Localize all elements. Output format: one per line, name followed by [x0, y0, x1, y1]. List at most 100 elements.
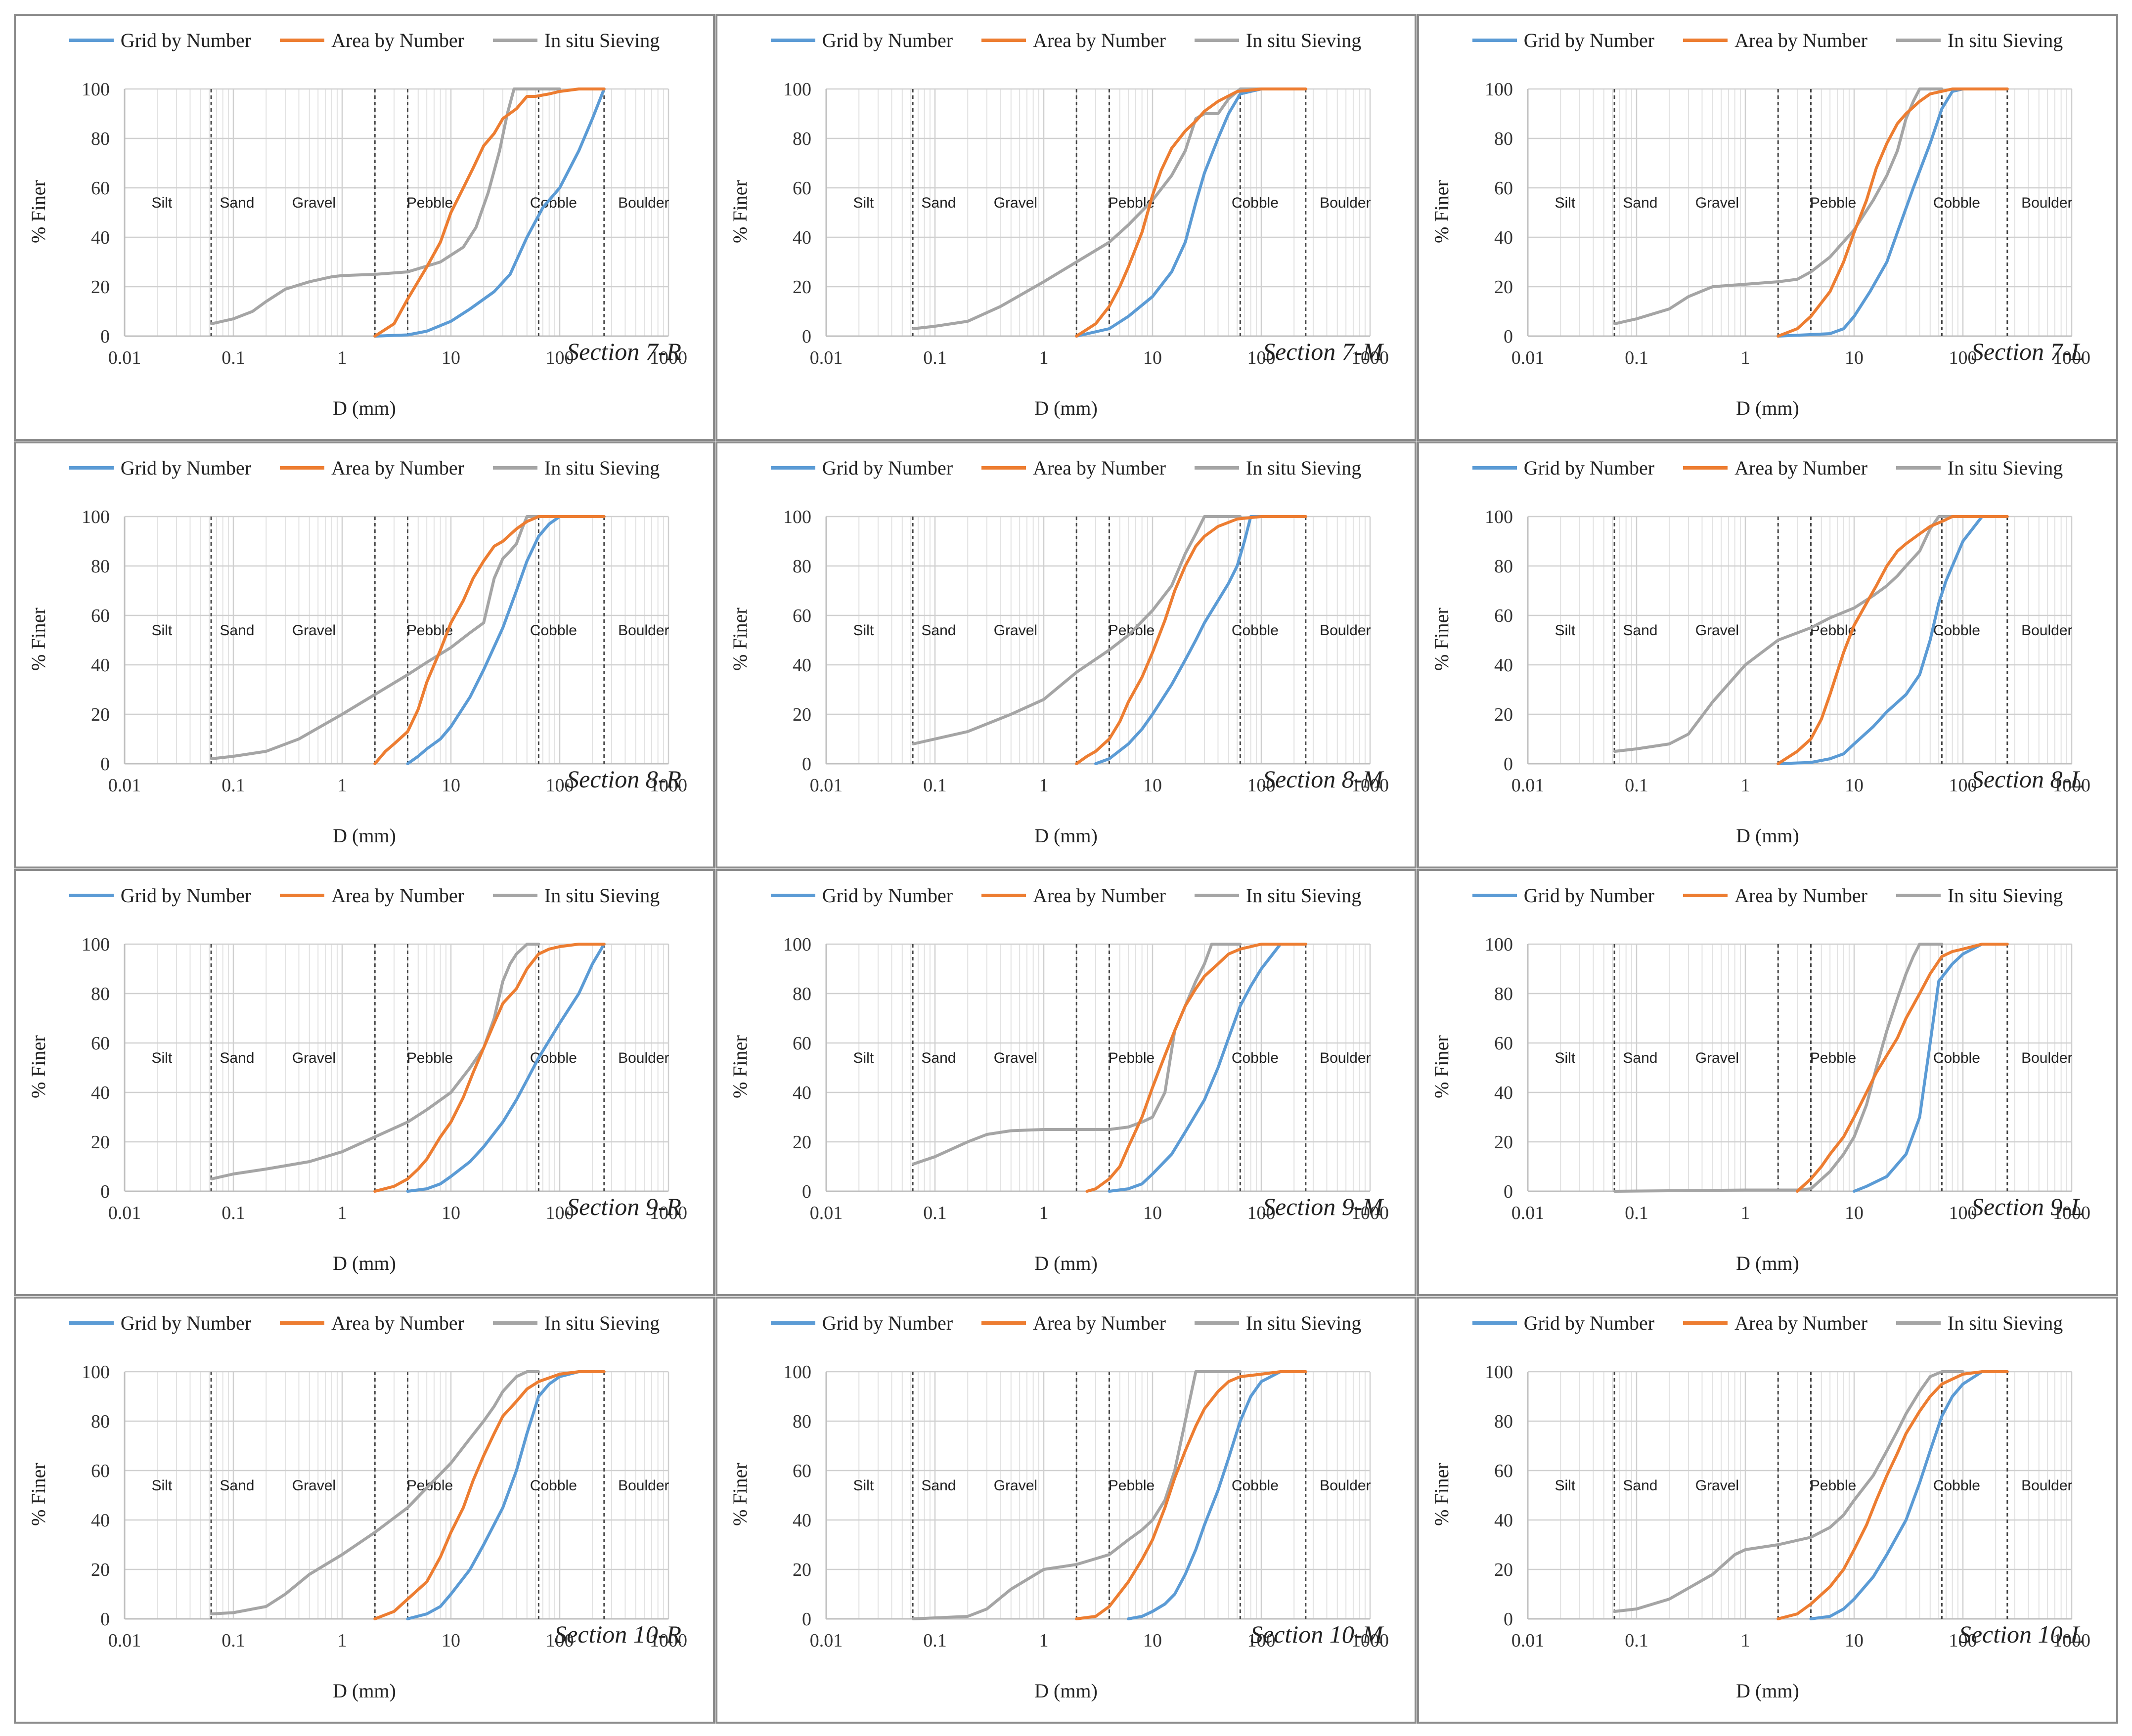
y-tick-label: 80 — [91, 984, 110, 1004]
legend-item: In situ Sieving — [492, 884, 660, 907]
legend: Grid by Number Area by Number In situ Siev… — [16, 1311, 713, 1335]
legend-label: Grid by Number — [120, 29, 252, 51]
size-class-label: Silt — [1555, 1477, 1575, 1494]
y-tick-label: 40 — [793, 655, 811, 676]
size-class-label: Boulder — [2021, 622, 2072, 639]
x-axis-label: D (mm) — [1736, 1680, 1799, 1702]
x-tick-label: 10 — [1845, 1203, 1864, 1223]
x-tick-label: 0.1 — [1625, 1203, 1648, 1223]
y-tick-label: 80 — [1494, 556, 1513, 577]
series-line-area-by-number — [373, 515, 606, 765]
plot: 0.01 0.1 1 10 100 1000 0 20 40 60 80 100 Silt Sand Gra… — [1485, 79, 2090, 368]
y-tick-label: 20 — [1494, 704, 1513, 725]
y-axis-label: % Finer — [729, 1463, 751, 1526]
size-class-label: Pebble — [1109, 195, 1155, 211]
section-label: Section 9-L — [1971, 1193, 2085, 1220]
section-label: Section 8-M — [1263, 765, 1383, 793]
legend-item: In situ Sieving — [492, 29, 660, 52]
legend: Grid by Number Area by Number In situ Siev… — [717, 1311, 1415, 1335]
y-tick-label: 100 — [1485, 1362, 1513, 1383]
size-class-label: Silt — [853, 195, 874, 211]
legend-item: Area by Number — [981, 29, 1166, 52]
series-line-in-situ-sieving — [911, 515, 1242, 745]
legend-swatch — [1896, 894, 1941, 897]
series-line-in-situ-sieving — [1613, 515, 1964, 753]
series-line-area-by-number — [373, 1370, 606, 1620]
chart-grid: Grid by Number Area by Number In situ Siev… — [14, 14, 2118, 1724]
y-axis-label: % Finer — [27, 1035, 49, 1098]
series-line-grid-by-number — [406, 943, 606, 1193]
size-class-label: Gravel — [1695, 1477, 1739, 1494]
size-class-label: Gravel — [994, 1050, 1037, 1066]
series-line-area-by-number — [1777, 1370, 2009, 1620]
y-tick-label: 0 — [1504, 1609, 1513, 1630]
legend-swatch — [1194, 39, 1239, 42]
y-tick-label: 100 — [783, 79, 811, 100]
x-tick-label: 0.1 — [222, 347, 245, 368]
size-class-label: Cobble — [530, 195, 577, 211]
y-tick-label: 0 — [100, 1181, 110, 1202]
legend-item: Grid by Number — [69, 884, 251, 907]
section-label: Section 10-R — [554, 1620, 681, 1648]
legend-label: In situ Sieving — [1947, 29, 2063, 51]
size-class-label: Gravel — [1695, 622, 1739, 639]
legend-item: Grid by Number — [770, 884, 953, 907]
x-tick-label: 0.1 — [923, 1630, 947, 1651]
y-tick-label: 100 — [82, 507, 110, 527]
legend-item: Grid by Number — [69, 29, 251, 52]
y-tick-label: 80 — [1494, 1411, 1513, 1432]
y-axis-label: % Finer — [27, 1463, 49, 1526]
legend-label: In situ Sieving — [544, 457, 660, 479]
size-class-label: Cobble — [1232, 1477, 1279, 1494]
series-line-area-by-number — [1796, 943, 2009, 1193]
y-tick-label: 80 — [793, 556, 811, 577]
legend: Grid by Number Area by Number In situ Siev… — [717, 456, 1415, 479]
legend-item: Area by Number — [981, 884, 1166, 907]
size-class-label: Sand — [921, 622, 956, 639]
legend-item: In situ Sieving — [1896, 29, 2063, 52]
y-tick-label: 60 — [1494, 606, 1513, 626]
x-tick-label: 10 — [1845, 347, 1864, 368]
series-line-in-situ-sieving — [210, 87, 561, 325]
series-line-area-by-number — [1075, 1370, 1307, 1620]
chart-panel: Grid by Number Area by Number In situ Siev… — [1417, 1297, 2118, 1724]
legend-item: In situ Sieving — [1896, 456, 2063, 479]
legend-item: Grid by Number — [69, 1311, 251, 1335]
y-tick-label: 0 — [802, 1609, 811, 1630]
y-tick-label: 60 — [793, 606, 811, 626]
size-class-label: Sand — [1623, 195, 1657, 211]
section-label: Section 7-L — [1971, 338, 2085, 365]
legend-label: Grid by Number — [1523, 884, 1655, 907]
x-axis-label: D (mm) — [1736, 825, 1799, 847]
size-class-label: Gravel — [994, 622, 1037, 639]
x-tick-label: 1000 — [1351, 347, 1389, 368]
x-tick-label: 10 — [1845, 1630, 1864, 1651]
series-line-area-by-number — [1777, 515, 2009, 765]
plot: 0.01 0.1 1 10 100 1000 0 20 40 60 80 100 Silt Sand Gra… — [783, 1362, 1389, 1651]
legend-swatch — [981, 1321, 1026, 1325]
y-tick-label: 80 — [91, 129, 110, 149]
legend-swatch — [280, 1321, 325, 1325]
x-tick-label: 10 — [442, 347, 460, 368]
x-axis-label: D (mm) — [1736, 1252, 1799, 1274]
series-line-grid-by-number — [1777, 87, 2009, 338]
x-tick-label: 10 — [1143, 775, 1162, 796]
x-tick-label: 100 — [1247, 347, 1276, 368]
x-axis-label: D (mm) — [1034, 1680, 1098, 1702]
x-tick-label: 0.01 — [1511, 347, 1545, 368]
series-line-area-by-number — [373, 943, 606, 1193]
series-line-in-situ-sieving — [1613, 87, 1944, 325]
legend-label: Area by Number — [1033, 884, 1166, 907]
y-tick-label: 20 — [793, 1132, 811, 1153]
chart-panel: Grid by Number Area by Number In situ Siev… — [14, 869, 715, 1296]
legend-label: Area by Number — [331, 884, 464, 907]
x-tick-label: 0.1 — [1625, 347, 1648, 368]
legend-swatch — [69, 39, 114, 42]
legend: Grid by Number Area by Number In situ Siev… — [16, 456, 713, 479]
legend: Grid by Number Area by Number In situ Siev… — [717, 884, 1415, 907]
x-tick-label: 0.1 — [222, 1203, 245, 1223]
series-line-grid-by-number — [406, 1370, 606, 1620]
y-tick-label: 20 — [1494, 277, 1513, 298]
y-axis-label: % Finer — [27, 180, 49, 243]
legend-item: In situ Sieving — [1194, 456, 1361, 479]
